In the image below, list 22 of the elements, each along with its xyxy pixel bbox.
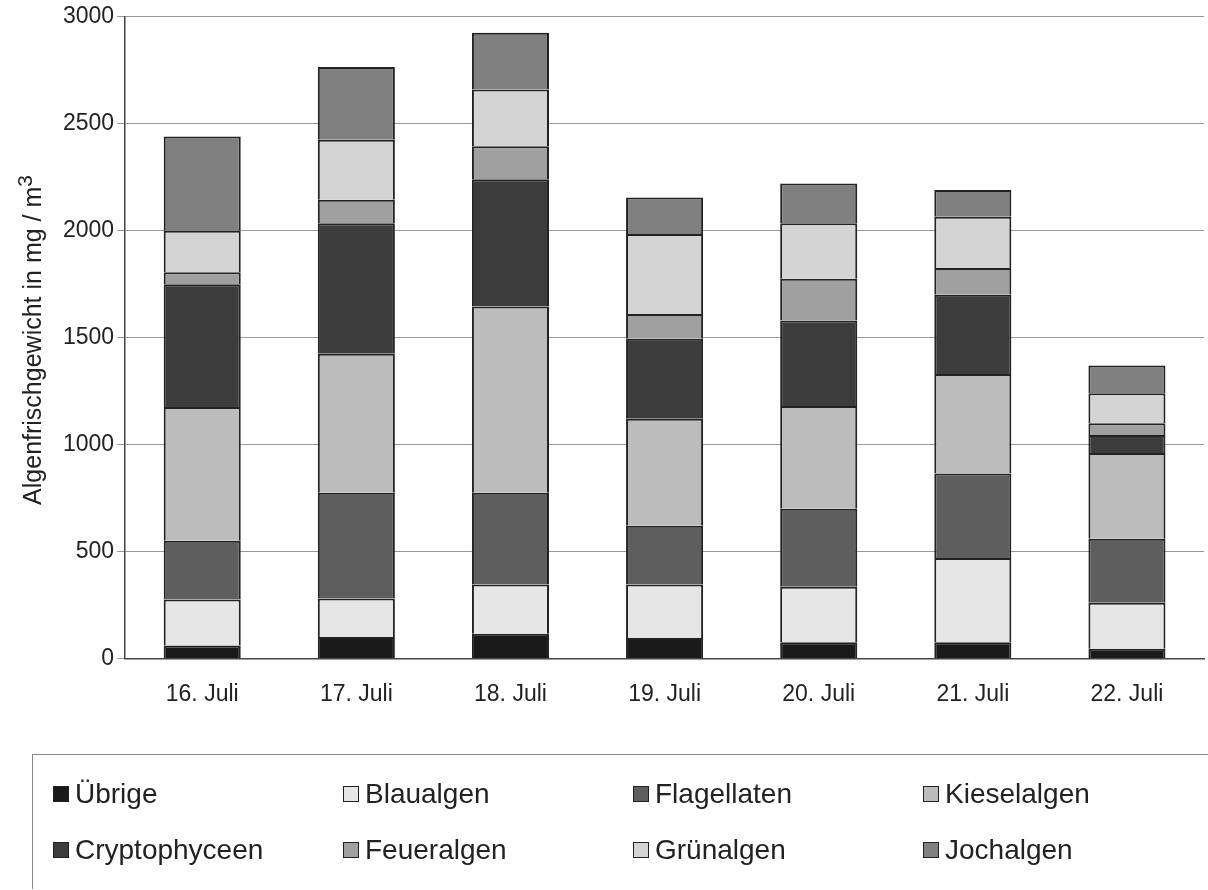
legend-label: Kieselalgen <box>945 778 1090 811</box>
x-tick-label: 22. Juli <box>1090 679 1164 706</box>
y-tick-label: 2000 <box>62 216 115 243</box>
x-tick-label: 20. Juli <box>782 679 856 706</box>
legend-label: Flagellaten <box>655 778 792 811</box>
legend-label: Jochalgen <box>945 833 1073 866</box>
legend-label: Grünalgen <box>655 833 786 866</box>
y-tick-label: 1500 <box>62 322 115 349</box>
y-tick-label: 1000 <box>62 429 115 456</box>
legend-label: Blaualgen <box>365 778 490 811</box>
y-tick-label: 3000 <box>62 2 115 29</box>
x-tick-label: 16. Juli <box>165 679 239 706</box>
legend-label: Übrige <box>75 778 158 811</box>
legend-label: Feueralgen <box>365 833 507 866</box>
x-tick-label: 19. Juli <box>628 679 702 706</box>
y-tick-label: 2500 <box>62 109 115 136</box>
y-tick-label: 0 <box>101 643 115 670</box>
legend-label: Cryptophyceen <box>75 833 264 866</box>
x-tick-label: 17. Juli <box>319 679 393 706</box>
x-tick-label: 18. Juli <box>474 679 547 706</box>
x-tick-label: 21. Juli <box>936 679 1010 706</box>
y-tick-label: 500 <box>75 536 115 563</box>
